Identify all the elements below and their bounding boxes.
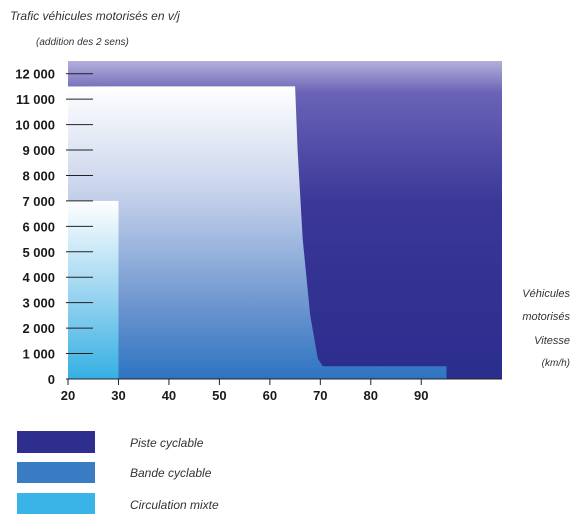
x-axis-title-line-4: (km/h) xyxy=(542,358,570,369)
zone-circulation-mixte xyxy=(68,200,119,379)
y-tick-label: 6 000 xyxy=(22,219,55,234)
y-tick-label: 0 xyxy=(48,372,55,387)
x-tick-label: 30 xyxy=(111,388,125,403)
y-tick-label: 8 000 xyxy=(22,168,55,183)
y-tick-label: 12 000 xyxy=(15,67,55,82)
x-tick-label: 40 xyxy=(162,388,176,403)
y-tick-label: 2 000 xyxy=(22,321,55,336)
x-tick-label: 20 xyxy=(61,388,75,403)
legend-item-piste: Piste cyclable xyxy=(17,431,204,453)
legend-swatch-piste xyxy=(17,431,95,453)
x-axis-title-line-3: Vitesse xyxy=(534,335,570,347)
legend-label-bande: Bande cyclable xyxy=(130,466,212,480)
x-axis-title-line-2: motorisés xyxy=(522,311,570,323)
zone-bande-cyclable xyxy=(68,86,447,380)
x-tick-label: 60 xyxy=(263,388,277,403)
legend-item-bande: Bande cyclable xyxy=(17,462,212,483)
x-axis-title-line-1: Véhicules xyxy=(522,288,570,300)
x-tick-label: 90 xyxy=(414,388,428,403)
x-tick-label: 50 xyxy=(212,388,226,403)
legend-item-mixte: Circulation mixte xyxy=(17,493,219,514)
y-axis-title: Trafic véhicules motorisés en v/j xyxy=(10,9,180,23)
legend-label-piste: Piste cyclable xyxy=(130,436,204,450)
y-tick-label: 10 000 xyxy=(15,118,55,133)
y-axis-subtitle: (addition des 2 sens) xyxy=(36,37,129,48)
legend: Piste cyclable Bande cyclable Circulatio… xyxy=(17,431,219,514)
legend-label-mixte: Circulation mixte xyxy=(130,498,219,512)
legend-swatch-mixte xyxy=(17,493,95,514)
y-tick-label: 11 000 xyxy=(16,92,55,107)
plot-area xyxy=(68,61,502,380)
y-tick-label: 9 000 xyxy=(22,143,55,158)
y-tick-label: 7 000 xyxy=(22,194,55,209)
axes: 0 1 000 2 000 3 000 4 000 5 000 6 000 7 000 8 00… xyxy=(15,67,502,403)
y-tick-label: 5 000 xyxy=(22,245,55,260)
y-tick-label: 4 000 xyxy=(22,270,55,285)
x-tick-label: 80 xyxy=(364,388,378,403)
x-tick-label: 70 xyxy=(313,388,327,403)
y-tick-label: 3 000 xyxy=(22,296,55,311)
legend-swatch-bande xyxy=(17,462,95,483)
y-tick-label: 1 000 xyxy=(22,347,55,362)
